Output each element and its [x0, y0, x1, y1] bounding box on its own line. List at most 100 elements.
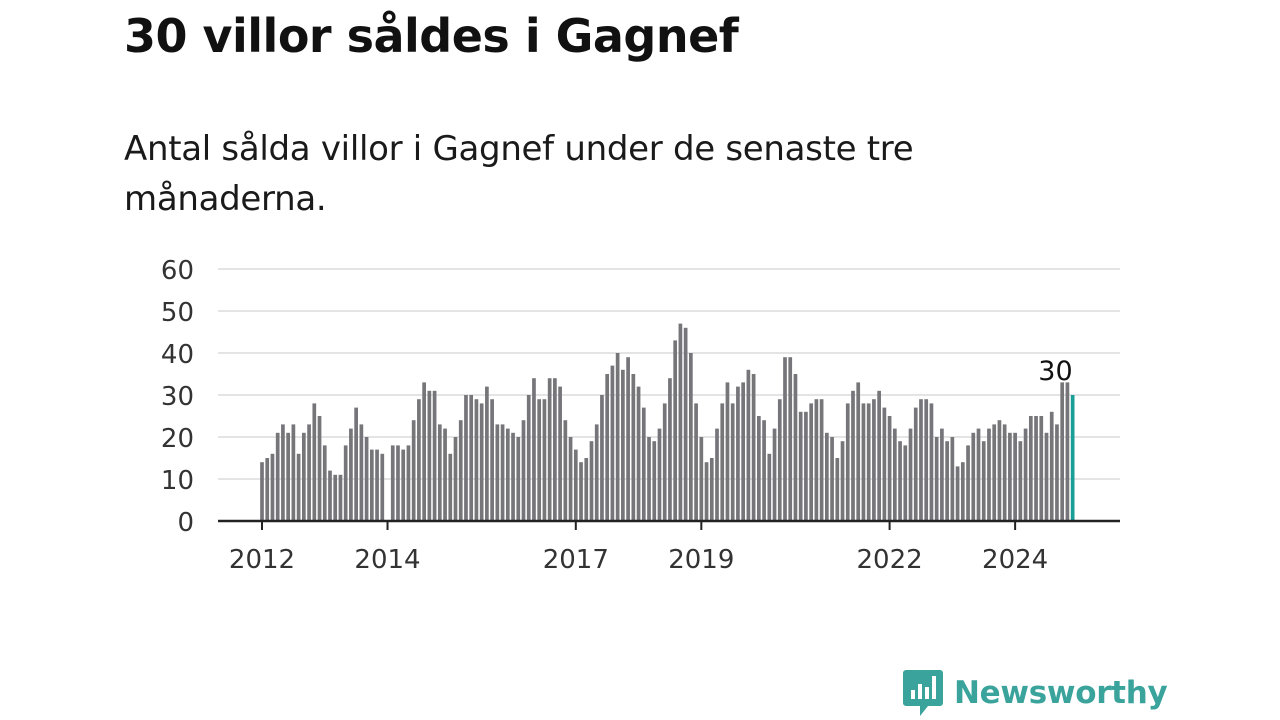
bar — [783, 357, 787, 521]
bar — [427, 390, 432, 521]
bar — [553, 378, 557, 521]
bar — [757, 416, 761, 521]
bar — [845, 403, 850, 521]
bar — [809, 403, 813, 521]
bar — [981, 441, 986, 521]
bar — [892, 428, 897, 521]
bar — [422, 382, 426, 521]
bar — [835, 458, 840, 521]
bar — [945, 441, 949, 521]
bar — [380, 453, 385, 521]
bar — [526, 395, 531, 521]
bar — [443, 428, 447, 521]
bar — [375, 449, 379, 521]
newsworthy-logo-icon — [903, 670, 943, 716]
bar — [333, 474, 338, 521]
bar — [296, 453, 301, 521]
bar — [464, 395, 468, 521]
bar — [359, 424, 364, 521]
bar — [594, 424, 599, 521]
bar — [270, 453, 275, 521]
bar — [432, 390, 437, 521]
x-tick-label: 2022 — [857, 545, 923, 575]
bar — [281, 424, 285, 521]
bar — [814, 399, 819, 521]
bar — [736, 386, 740, 521]
bar — [558, 386, 562, 521]
bar — [260, 462, 264, 521]
bar — [349, 428, 353, 521]
bar — [542, 399, 547, 521]
bar — [532, 378, 536, 521]
bar — [976, 428, 981, 521]
bar — [767, 453, 772, 521]
bar — [898, 441, 902, 521]
bar — [563, 420, 568, 521]
bar — [830, 437, 834, 521]
bar — [390, 445, 395, 521]
x-tick-label: 2017 — [543, 545, 609, 575]
y-tick-label: 30 — [161, 382, 194, 412]
bar — [913, 407, 918, 521]
bar — [636, 386, 641, 521]
bar — [709, 458, 714, 521]
bar — [631, 374, 636, 521]
bar — [819, 399, 824, 521]
bar — [322, 445, 327, 521]
y-axis-ticks: 0 10 20 30 40 50 60 — [161, 256, 194, 538]
bar — [971, 432, 976, 521]
bar — [715, 428, 719, 521]
y-tick-label: 60 — [161, 256, 194, 286]
bar — [301, 432, 306, 521]
bar — [265, 458, 270, 521]
bar — [505, 428, 510, 521]
bar — [1023, 428, 1028, 521]
bar — [699, 437, 704, 521]
bar — [647, 437, 651, 521]
bar — [694, 403, 698, 521]
bar — [312, 403, 317, 521]
bar — [720, 403, 725, 521]
bar — [866, 403, 871, 521]
bar — [1065, 382, 1070, 521]
x-tick-label: 2024 — [982, 545, 1048, 575]
bar — [788, 357, 793, 521]
bar — [401, 449, 406, 521]
x-tick-label: 2014 — [354, 545, 420, 575]
bar — [689, 353, 693, 521]
bar — [840, 441, 845, 521]
bar — [343, 445, 348, 521]
bar — [966, 445, 970, 521]
brand-name: Newsworthy — [954, 675, 1168, 711]
bar — [411, 420, 416, 521]
bar — [328, 470, 332, 521]
bar — [437, 424, 442, 521]
bar — [762, 420, 766, 521]
bar — [934, 437, 939, 521]
bar — [511, 432, 515, 521]
bar — [579, 462, 583, 521]
y-tick-label: 50 — [161, 298, 194, 328]
bar — [589, 441, 594, 521]
bar — [1055, 424, 1059, 521]
bar — [877, 390, 881, 521]
bar — [286, 432, 290, 521]
bar — [317, 416, 322, 521]
bar — [500, 424, 505, 521]
bar — [1018, 441, 1023, 521]
bar — [364, 437, 369, 521]
bar — [584, 458, 589, 521]
bar — [987, 428, 991, 521]
bar — [940, 428, 944, 521]
bar — [861, 403, 866, 521]
bar — [1013, 432, 1017, 521]
bar — [992, 424, 997, 521]
chart-subtitle: Antal sålda villor i Gagnef under de sen… — [124, 129, 914, 219]
bar — [626, 357, 630, 521]
bar — [824, 432, 829, 521]
bar — [673, 340, 678, 521]
y-tick-label: 20 — [161, 424, 194, 454]
bar — [929, 403, 934, 521]
bar — [772, 428, 777, 521]
bar — [448, 453, 453, 521]
